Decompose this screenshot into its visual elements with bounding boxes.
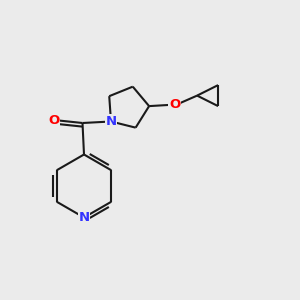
Text: O: O	[169, 98, 180, 111]
Text: N: N	[105, 115, 117, 128]
Text: N: N	[78, 211, 90, 224]
Text: O: O	[48, 113, 60, 127]
